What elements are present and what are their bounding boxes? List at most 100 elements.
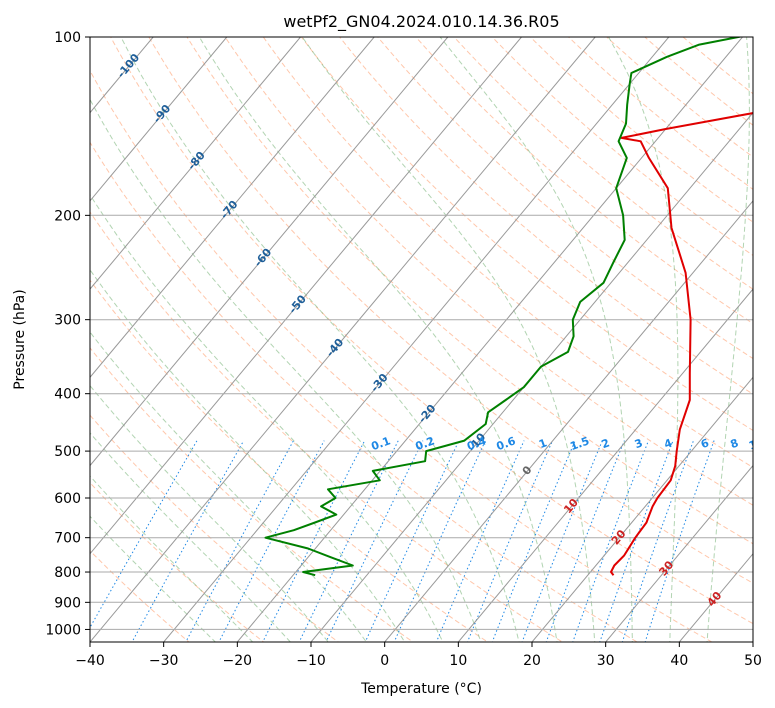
- dry-adiabat: [148, 37, 753, 584]
- mixing-ratio-line: [325, 440, 424, 642]
- moist-adiabat: [90, 269, 406, 642]
- mixing-ratio-lines: [90, 440, 715, 642]
- dry-adiabat: [90, 347, 414, 642]
- temperature-profile: [610, 112, 753, 576]
- isotherm: [605, 464, 753, 642]
- y-tick-label: 900: [54, 595, 81, 611]
- x-tick-label: −20: [223, 653, 253, 669]
- mixing-ratio-line: [218, 440, 325, 642]
- y-tick-label: 100: [54, 30, 81, 46]
- dry-adiabat: [110, 37, 753, 625]
- moist-adiabat: [90, 515, 217, 642]
- dry-adiabat: [90, 550, 190, 642]
- mixing-ratio-line: [90, 440, 198, 629]
- chart-title: wetPf2_GN04.2024.010.14.36.R05: [283, 12, 559, 32]
- moist-adiabat: [120, 37, 520, 642]
- mixing-ratio-line: [185, 440, 294, 642]
- mixing-ratio-label: 0.4: [465, 434, 488, 453]
- mixing-ratio-line: [572, 440, 649, 642]
- isotherm: [384, 200, 753, 642]
- dry-adiabat: [90, 69, 713, 642]
- mixing-ratio-label: 8: [729, 436, 741, 451]
- y-axis-ticks: 100 200 300 400 500 600 700 800 900 1000: [45, 30, 90, 638]
- moist-adiabat: [90, 193, 444, 642]
- mixing-ratio-label: 0.1: [369, 434, 392, 453]
- mixing-ratio-line: [466, 440, 554, 642]
- isotherm: [90, 37, 522, 555]
- isotherm: [531, 376, 753, 642]
- mixing-ratio-label: 1: [537, 436, 549, 451]
- mixing-ratio-label: 2: [600, 436, 612, 451]
- mixing-ratio-label: 0.6: [495, 434, 518, 453]
- mixing-ratio-line: [599, 440, 674, 642]
- dry-adiabat: [90, 141, 639, 642]
- mixing-ratio-line: [131, 440, 245, 642]
- dry-adiabat: [90, 414, 340, 642]
- dry-adiabat: [491, 37, 753, 257]
- dry-adiabat: [90, 211, 564, 642]
- dry-adiabat: [529, 37, 753, 223]
- dry-adiabat: [90, 279, 489, 642]
- dry-adiabat: [339, 37, 753, 395]
- moist-adiabat: [90, 98, 482, 642]
- y-tick-label: 600: [54, 491, 81, 507]
- x-tick-label: 50: [744, 653, 762, 669]
- mixing-ratio-line: [364, 440, 460, 642]
- mixing-ratio-labels: 0.10.20.40.611.52346810131620253036: [369, 434, 766, 453]
- y-tick-label: 500: [54, 444, 81, 460]
- isotherm: [752, 641, 753, 642]
- mixing-ratio-line: [621, 440, 694, 642]
- dry-adiabat: [262, 37, 753, 468]
- mixing-ratio-line: [435, 440, 525, 642]
- isobars: [90, 37, 753, 630]
- mixing-ratio-line: [644, 440, 715, 642]
- moist-adiabat: [198, 37, 558, 642]
- isotherm: [90, 37, 449, 467]
- skewed-isotherms: [0, 37, 753, 642]
- x-tick-label: −30: [149, 653, 179, 669]
- moist-adiabat: [706, 37, 750, 642]
- x-tick-label: −10: [296, 653, 326, 669]
- dry-adiabat: [224, 37, 753, 506]
- x-tick-label: 10: [449, 653, 467, 669]
- isotherm: [90, 37, 228, 202]
- mixing-ratio-line: [393, 440, 486, 642]
- mixing-ratio-label: 3: [633, 436, 645, 451]
- isotherm: [90, 37, 301, 290]
- isotherm: [0, 37, 6, 642]
- moist-adiabat: [90, 384, 329, 642]
- sounding-profiles: [264, 37, 753, 577]
- y-tick-label: 1000: [45, 622, 81, 638]
- y-tick-label: 700: [54, 531, 81, 547]
- isotherm: [678, 552, 753, 642]
- mixing-ratio-label: 10: [747, 435, 766, 453]
- x-tick-label: 30: [597, 653, 615, 669]
- isotherm: [163, 37, 670, 642]
- isotherm: [457, 288, 753, 642]
- moist-adiabat: [301, 37, 596, 642]
- x-axis-label: Temperature (°C): [360, 681, 482, 697]
- y-axis-label: Pressure (hPa): [12, 289, 28, 389]
- y-tick-label: 300: [54, 313, 81, 329]
- x-tick-label: 0: [380, 653, 389, 669]
- y-tick-label: 800: [54, 565, 81, 581]
- plot-area: -100-90-80-70-60-50-40-30-20-10010203040…: [0, 37, 766, 642]
- dry-adiabat: [186, 37, 753, 545]
- moist-adiabat: [90, 331, 367, 642]
- dry-adiabats: [90, 37, 753, 642]
- mixing-ratio-label: 4: [662, 436, 674, 451]
- moist-adiabat: [90, 432, 292, 642]
- dry-adiabat: [415, 37, 753, 325]
- isotherm: [90, 37, 375, 379]
- isotherm: [236, 37, 743, 642]
- x-tick-label: 40: [670, 653, 688, 669]
- isotherm: [90, 37, 596, 642]
- x-tick-label: −40: [75, 653, 105, 669]
- dry-adiabat: [644, 37, 753, 126]
- y-tick-label: 400: [54, 387, 81, 403]
- x-tick-label: 20: [523, 653, 541, 669]
- dewpoint-profile: [264, 37, 744, 577]
- mixing-ratio-line: [298, 440, 399, 642]
- mixing-ratio-label: 1.5: [568, 434, 591, 453]
